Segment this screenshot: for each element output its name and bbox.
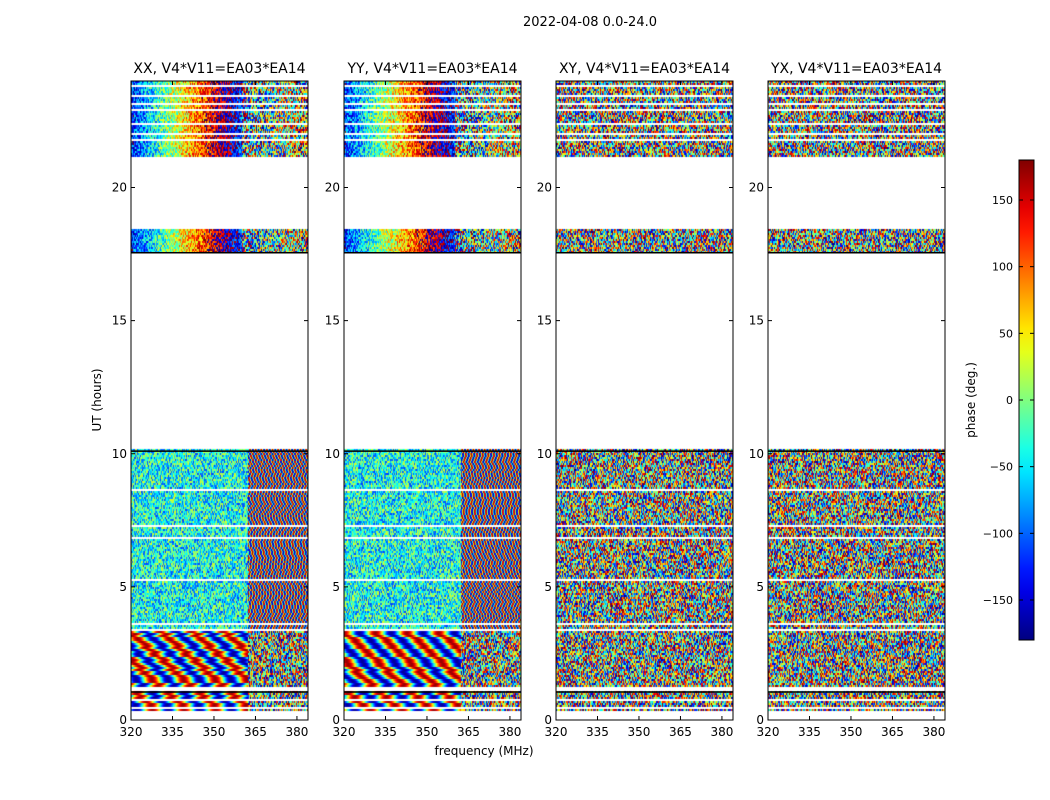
x-tick-label: 320 [545, 725, 568, 739]
y-tick-label: 20 [325, 181, 340, 195]
y-tick-label: 15 [325, 314, 340, 328]
y-tick-label: 15 [112, 314, 127, 328]
x-tick-label: 350 [628, 725, 651, 739]
axes-frame [343, 80, 522, 721]
y-tick-label: 20 [112, 181, 127, 195]
y-tick-label: 10 [749, 447, 764, 461]
panel-title: YY, V4*V11=EA03*EA14 [346, 61, 517, 77]
x-tick-label: 365 [457, 725, 480, 739]
colorbar-label: phase (deg.) [964, 362, 978, 438]
y-tick-label: 20 [749, 181, 764, 195]
y-tick-label: 0 [332, 713, 340, 727]
colorbar-tick-label: 150 [992, 194, 1013, 207]
x-tick-label: 365 [881, 725, 904, 739]
heatmap-image [131, 81, 308, 720]
x-tick-label: 380 [922, 725, 945, 739]
x-tick-label: 380 [285, 725, 308, 739]
x-tick-label: 335 [586, 725, 609, 739]
x-tick-label: 335 [798, 725, 821, 739]
x-tick-label: 350 [203, 725, 226, 739]
heatmap-image [556, 81, 733, 720]
y-tick-label: 0 [756, 713, 764, 727]
y-tick-label: 10 [537, 447, 552, 461]
panel-title: YX, V4*V11=EA03*EA14 [770, 61, 942, 77]
x-axis-label: frequency (MHz) [434, 744, 533, 758]
y-tick-label: 15 [537, 314, 552, 328]
colorbar-tick-label: 0 [1006, 394, 1013, 407]
x-tick-label: 335 [161, 725, 184, 739]
x-tick-label: 380 [498, 725, 521, 739]
x-tick-label: 320 [757, 725, 780, 739]
colorbar-tick-label: −50 [990, 461, 1013, 474]
axes-frame [130, 80, 309, 721]
colorbar-tick-label: 100 [992, 261, 1013, 274]
x-tick-label: 350 [840, 725, 863, 739]
figure-title: 2022-04-08 0.0-24.0 [523, 15, 657, 30]
axes-frame [555, 80, 734, 721]
panel-title: XX, V4*V11=EA03*EA14 [133, 61, 305, 77]
panel-yx: YX, V4*V11=EA03*EA14 320 335 350 365 380 0 5 10 1… [749, 61, 946, 739]
y-tick-label: 0 [544, 713, 552, 727]
axes-frame [767, 80, 946, 721]
x-tick-label: 365 [669, 725, 692, 739]
y-tick-label: 5 [756, 580, 764, 594]
colorbar-tick-label: 50 [999, 327, 1013, 340]
panel-yy: YY, V4*V11=EA03*EA14 320 335 350 365 380 0 5 10 1… [325, 61, 522, 739]
x-tick-label: 365 [244, 725, 267, 739]
heatmap-image [344, 81, 521, 720]
y-tick-label: 10 [325, 447, 340, 461]
colorbar: 150 100 50 0 −50 −100 −150 [983, 159, 1035, 641]
x-tick-label: 350 [416, 725, 439, 739]
y-tick-label: 5 [544, 580, 552, 594]
x-tick-label: 380 [710, 725, 733, 739]
colorbar-tick-label: −150 [983, 594, 1013, 607]
y-axis-label: UT (hours) [90, 368, 104, 431]
x-tick-label: 320 [120, 725, 143, 739]
heatmap-image [768, 81, 945, 720]
panels: XX, V4*V11=EA03*EA14 320 335 350 365 380 0 5 10 1… [112, 61, 946, 739]
panel-xy: XY, V4*V11=EA03*EA14 320 335 350 365 380 0 5 10 1… [537, 61, 734, 739]
panel-xx: XX, V4*V11=EA03*EA14 320 335 350 365 380 0 5 10 1… [112, 61, 309, 739]
panel-title: XY, V4*V11=EA03*EA14 [559, 61, 730, 77]
x-tick-label: 320 [333, 725, 356, 739]
y-tick-label: 0 [119, 713, 127, 727]
colorbar-tick-label: −100 [983, 527, 1013, 540]
y-tick-label: 20 [537, 181, 552, 195]
y-tick-label: 5 [332, 580, 340, 594]
y-tick-label: 5 [119, 580, 127, 594]
x-tick-label: 335 [374, 725, 397, 739]
y-tick-label: 10 [112, 447, 127, 461]
y-tick-label: 15 [749, 314, 764, 328]
